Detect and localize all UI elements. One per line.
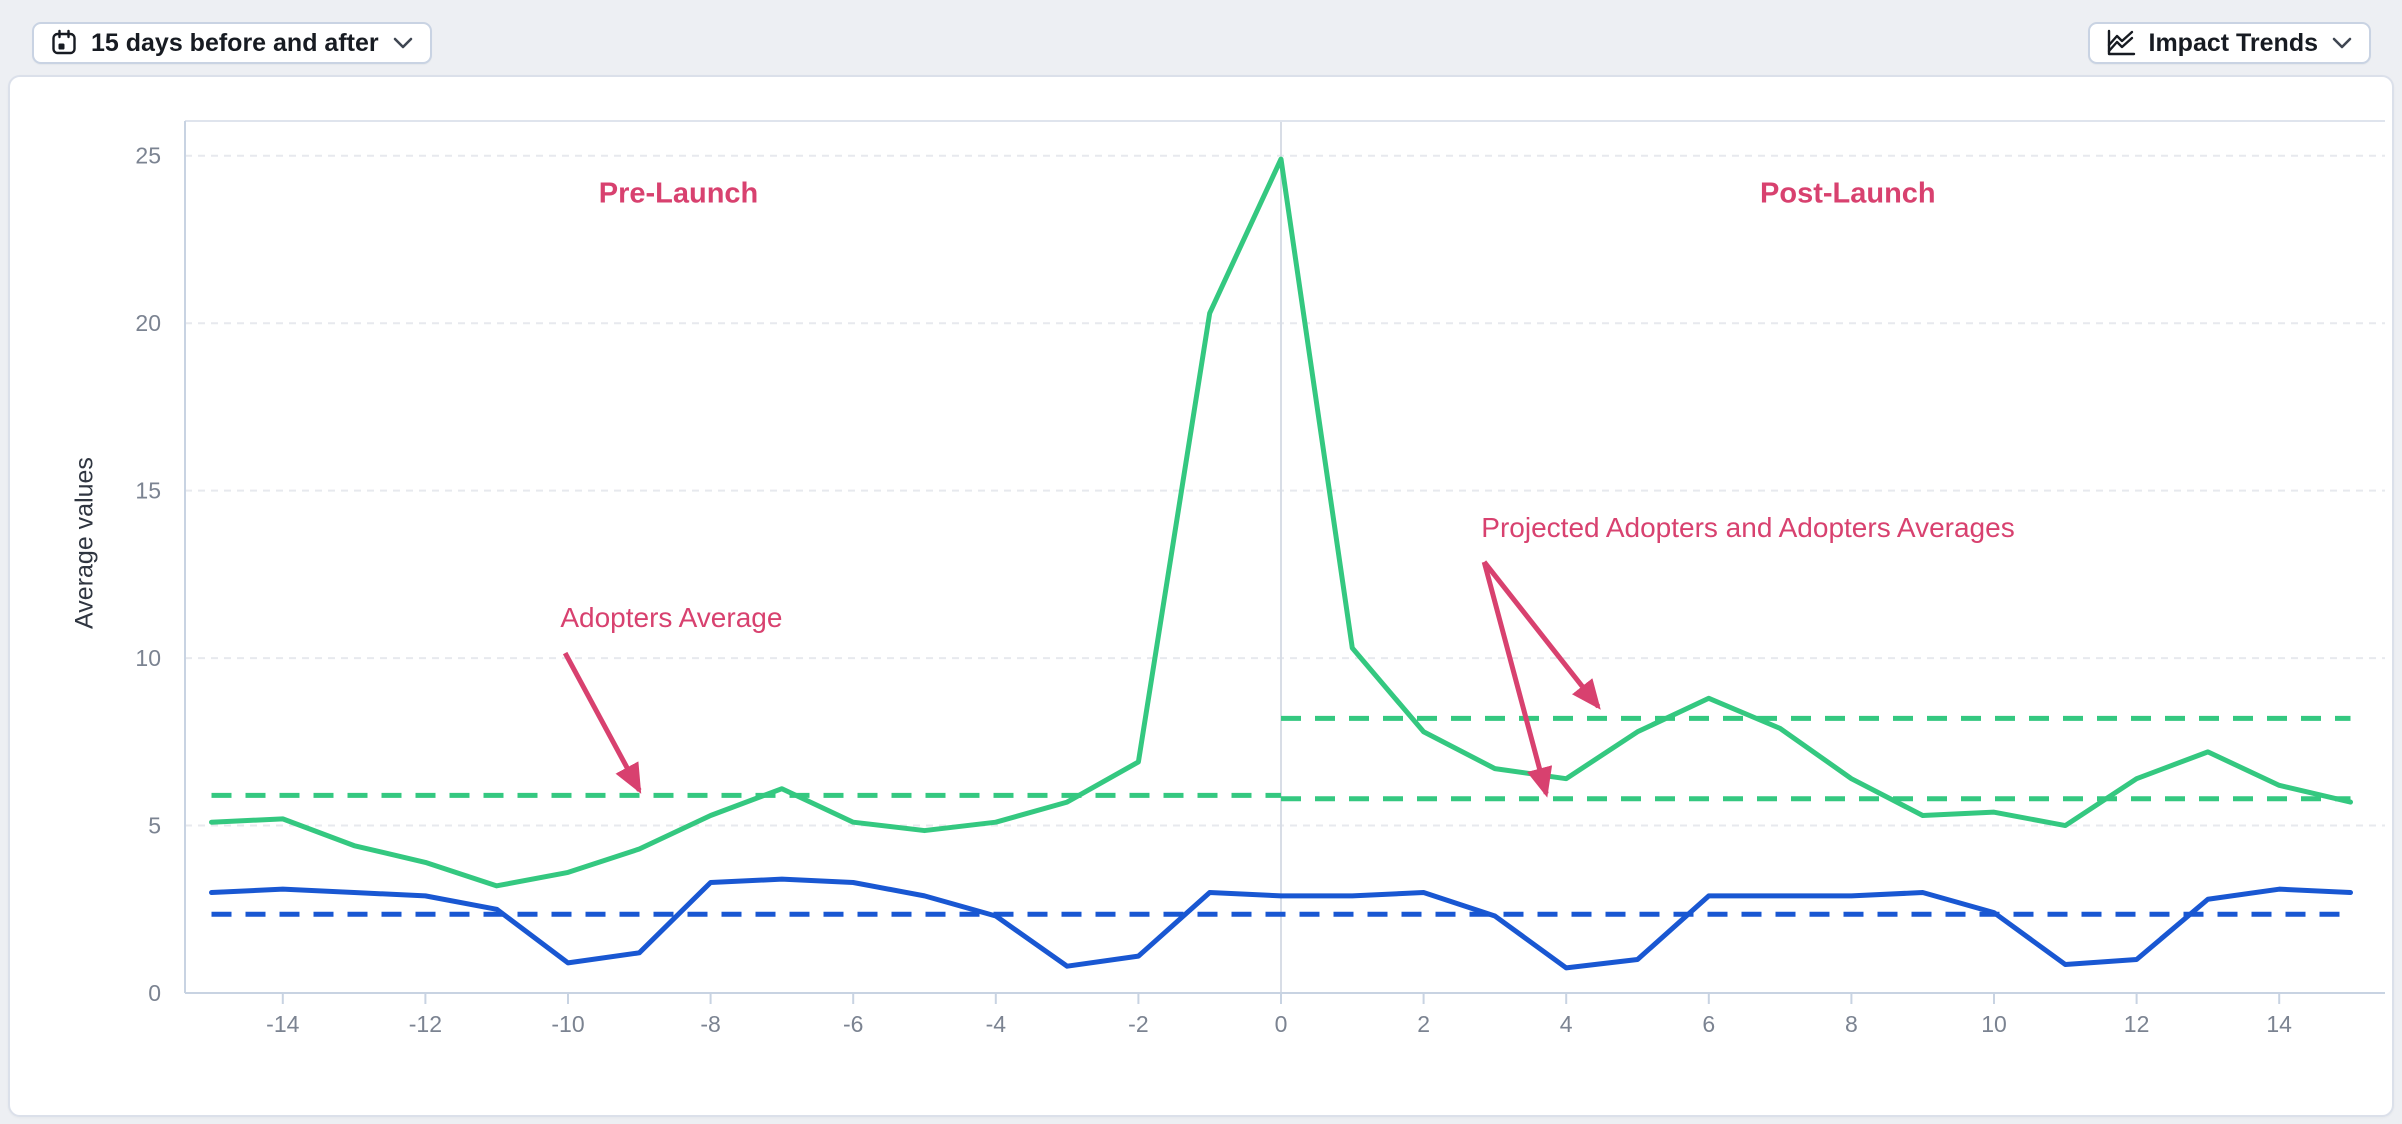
impact-trends-button[interactable]: Impact Trends: [2087, 22, 2371, 64]
calendar-icon: [50, 29, 78, 57]
chevron-down-icon: [392, 36, 414, 50]
date-range-button[interactable]: 15 days before and after: [32, 22, 432, 64]
date-range-label: 15 days before and after: [91, 28, 379, 57]
toolbar: 15 days before and after Impact Trends: [0, 0, 2402, 75]
trends-label: Impact Trends: [2148, 28, 2319, 57]
chart-card: [8, 75, 2394, 1117]
line-chart-icon: [2106, 29, 2136, 57]
chevron-down-icon: [2331, 36, 2353, 50]
y-axis-title: Average values: [70, 457, 99, 629]
